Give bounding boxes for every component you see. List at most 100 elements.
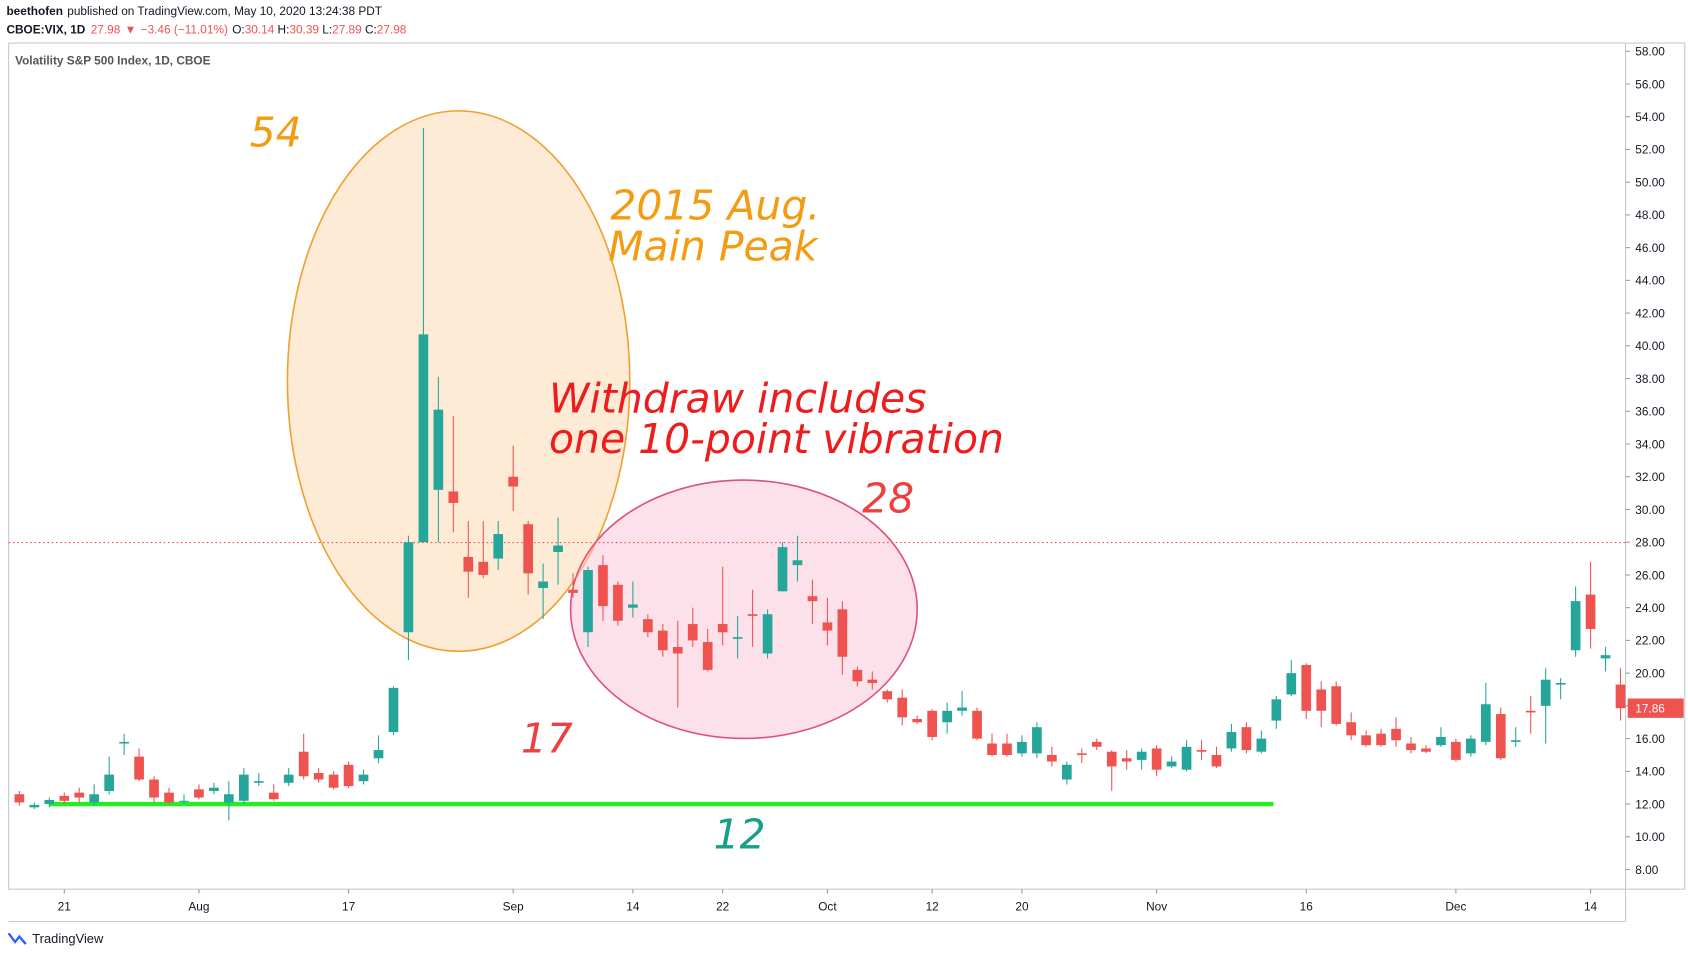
candle-body bbox=[1615, 684, 1626, 709]
candle-body bbox=[957, 707, 967, 711]
ohlc-value: 27.89 bbox=[332, 22, 362, 36]
candle-body bbox=[747, 614, 758, 616]
candle-body bbox=[1211, 754, 1222, 767]
candle-body bbox=[1361, 735, 1371, 746]
candle-body bbox=[1421, 748, 1431, 752]
candle-body bbox=[687, 624, 698, 641]
candle-body bbox=[1346, 722, 1356, 736]
y-tick-label: 28.00 bbox=[1635, 536, 1665, 550]
price-tag-label: 17.86 bbox=[1635, 701, 1665, 715]
y-tick-label: 34.00 bbox=[1635, 437, 1665, 451]
candle-body bbox=[1301, 664, 1312, 711]
candle-body bbox=[598, 565, 608, 607]
y-tick-label: 30.00 bbox=[1635, 503, 1665, 517]
y-tick-label: 42.00 bbox=[1635, 306, 1665, 320]
candles bbox=[8, 128, 1626, 821]
last-price: 27.98 bbox=[91, 22, 121, 36]
candle-body bbox=[433, 409, 444, 490]
annotation: 17 bbox=[521, 714, 573, 762]
candle-body bbox=[179, 800, 189, 802]
candle-body bbox=[104, 774, 115, 791]
candle-body bbox=[1271, 699, 1282, 721]
candle-body bbox=[1166, 761, 1177, 767]
candle-body bbox=[1466, 738, 1476, 754]
candle-body bbox=[313, 772, 324, 780]
candle-body bbox=[493, 534, 504, 559]
candle-body bbox=[209, 787, 219, 791]
symbol-line: CBOE:VIX, 1D 27.98 ▼ −3.46 (−11.01%) O:30.14… bbox=[6, 22, 406, 36]
candle-body bbox=[1181, 746, 1192, 770]
y-tick-label: 54.00 bbox=[1635, 110, 1665, 124]
candle-body bbox=[1555, 682, 1566, 685]
candle-body bbox=[927, 710, 938, 737]
candle-body bbox=[553, 545, 563, 553]
candle-body bbox=[1196, 750, 1207, 752]
candle-body bbox=[717, 624, 728, 633]
y-tick-label: 32.00 bbox=[1635, 470, 1665, 484]
candle-body bbox=[1286, 673, 1297, 695]
candle-body bbox=[1436, 736, 1446, 746]
candle-body bbox=[1585, 594, 1596, 629]
candle-body bbox=[1091, 741, 1102, 747]
candle-body bbox=[1451, 741, 1461, 760]
candle-body bbox=[538, 581, 548, 589]
y-tick-label: 58.00 bbox=[1635, 45, 1665, 59]
candle-body bbox=[807, 596, 818, 602]
candle-body bbox=[418, 334, 429, 543]
candle-body bbox=[1600, 655, 1611, 659]
candle-body bbox=[1226, 732, 1237, 749]
y-tick-label: 24.00 bbox=[1635, 601, 1665, 615]
candle-body bbox=[568, 589, 578, 593]
candle-body bbox=[1151, 748, 1162, 770]
x-tick-label: 14 bbox=[626, 900, 640, 914]
candle-body bbox=[1406, 743, 1416, 751]
y-tick-label: 10.00 bbox=[1635, 830, 1665, 844]
ohlc-label: C: bbox=[365, 22, 377, 36]
candle-body bbox=[253, 781, 264, 783]
chart-title: Volatility S&P 500 Index, 1D, CBOE bbox=[15, 54, 211, 68]
candle-body bbox=[777, 547, 788, 592]
candle-body bbox=[1061, 764, 1072, 780]
candle-body bbox=[1136, 751, 1147, 760]
candle-body bbox=[149, 779, 159, 798]
candle-body bbox=[343, 764, 354, 787]
y-tick-label: 48.00 bbox=[1635, 208, 1665, 222]
candle-body bbox=[657, 630, 668, 651]
x-tick-label: 14 bbox=[1584, 900, 1598, 914]
candle-body bbox=[59, 795, 70, 801]
candle-body bbox=[523, 524, 533, 574]
x-tick-label: 21 bbox=[58, 900, 71, 914]
symbol: CBOE:VIX, 1D bbox=[6, 22, 85, 36]
y-tick-label: 26.00 bbox=[1635, 568, 1665, 582]
ohlc-value: 30.39 bbox=[289, 22, 319, 36]
footer-brand: TradingView bbox=[32, 931, 104, 946]
candle-body bbox=[238, 774, 249, 801]
x-tick-label: 22 bbox=[716, 900, 729, 914]
candle-body bbox=[508, 476, 519, 487]
candle-body bbox=[1241, 727, 1252, 751]
candle-body bbox=[792, 560, 803, 566]
candle-body bbox=[134, 756, 144, 780]
y-tick-label: 8.00 bbox=[1635, 863, 1658, 877]
candle-body bbox=[702, 642, 713, 670]
candle-body bbox=[1256, 738, 1267, 752]
annotation: Main Peak bbox=[608, 223, 819, 271]
x-tick-label: 17 bbox=[342, 900, 355, 914]
candle-body bbox=[837, 609, 848, 657]
candle-body bbox=[1106, 751, 1117, 767]
vibration-ellipse bbox=[569, 479, 919, 740]
y-tick-label: 44.00 bbox=[1635, 274, 1665, 288]
candle-body bbox=[882, 691, 893, 700]
change-arrow: ▼ bbox=[125, 22, 137, 36]
x-tick-label: 16 bbox=[1300, 900, 1314, 914]
annotation: 54 bbox=[250, 108, 302, 156]
candle-body bbox=[867, 679, 878, 683]
x-tick-label: Nov bbox=[1146, 900, 1167, 914]
candle-body bbox=[762, 614, 773, 654]
candle-body bbox=[44, 799, 55, 805]
candle-body bbox=[1017, 741, 1027, 754]
annotation: Withdraw includes bbox=[549, 374, 926, 422]
y-tick-label: 56.00 bbox=[1635, 77, 1665, 91]
author: beethofen bbox=[6, 4, 63, 18]
